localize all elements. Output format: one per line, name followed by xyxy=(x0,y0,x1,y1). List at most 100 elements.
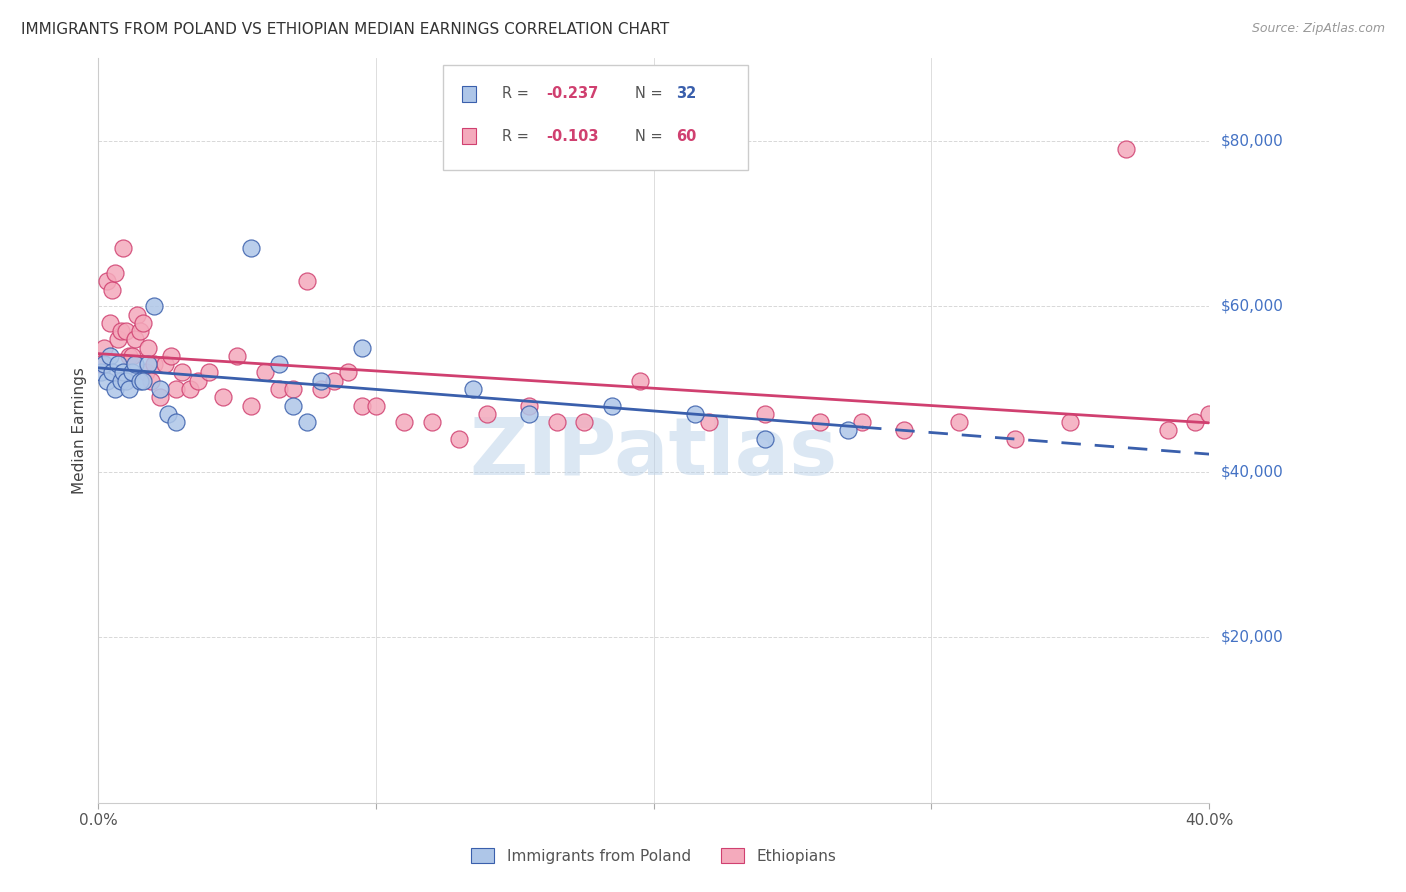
Point xyxy=(118,382,141,396)
Point xyxy=(143,299,166,313)
Point xyxy=(115,374,138,388)
Point xyxy=(475,407,499,421)
Text: IMMIGRANTS FROM POLAND VS ETHIOPIAN MEDIAN EARNINGS CORRELATION CHART: IMMIGRANTS FROM POLAND VS ETHIOPIAN MEDI… xyxy=(21,22,669,37)
Text: R =: R = xyxy=(502,128,533,144)
Point xyxy=(153,357,176,371)
Point xyxy=(392,415,415,429)
Text: Source: ZipAtlas.com: Source: ZipAtlas.com xyxy=(1251,22,1385,36)
Point xyxy=(132,316,155,330)
Point xyxy=(1115,142,1137,156)
Point xyxy=(165,415,187,429)
Text: $80,000: $80,000 xyxy=(1220,133,1284,148)
Point xyxy=(352,399,374,413)
Point xyxy=(449,432,471,446)
Point xyxy=(628,374,651,388)
Point xyxy=(101,366,124,380)
Point xyxy=(212,390,235,404)
Point xyxy=(107,332,129,346)
Point xyxy=(281,382,304,396)
Point xyxy=(138,341,160,355)
Point xyxy=(323,374,346,388)
Point xyxy=(93,341,115,355)
Point xyxy=(267,382,290,396)
Text: $20,000: $20,000 xyxy=(1220,630,1284,645)
Point xyxy=(96,374,118,388)
Point xyxy=(98,349,121,363)
Point xyxy=(110,374,132,388)
Point xyxy=(1004,432,1026,446)
Point xyxy=(1198,407,1220,421)
Point xyxy=(124,332,146,346)
Point xyxy=(148,382,170,396)
Point xyxy=(517,399,540,413)
Text: ZIPatlas: ZIPatlas xyxy=(470,414,838,491)
Point xyxy=(138,357,160,371)
Point xyxy=(309,382,332,396)
Point xyxy=(226,349,249,363)
Point xyxy=(132,374,155,388)
Point xyxy=(159,349,181,363)
Point xyxy=(115,324,138,338)
Point xyxy=(170,366,193,380)
Point xyxy=(893,423,915,437)
Point xyxy=(699,415,721,429)
Point xyxy=(366,399,388,413)
Point xyxy=(240,241,263,255)
Point xyxy=(135,366,157,380)
Point xyxy=(101,283,124,297)
Point xyxy=(93,357,115,371)
Point xyxy=(1184,415,1206,429)
Point xyxy=(754,432,776,446)
Point xyxy=(851,415,873,429)
Point xyxy=(187,374,209,388)
Text: 60: 60 xyxy=(676,128,696,144)
Bar xyxy=(461,86,477,102)
Point xyxy=(295,274,318,288)
Point xyxy=(337,366,360,380)
Point xyxy=(352,341,374,355)
Point xyxy=(121,349,143,363)
Point xyxy=(141,374,163,388)
Point xyxy=(463,382,485,396)
Point xyxy=(810,415,832,429)
Text: N =: N = xyxy=(636,87,668,101)
Point xyxy=(546,415,568,429)
Text: -0.237: -0.237 xyxy=(546,87,599,101)
Point xyxy=(685,407,707,421)
Legend: Immigrants from Poland, Ethiopians: Immigrants from Poland, Ethiopians xyxy=(465,841,842,870)
Point xyxy=(600,399,623,413)
Point xyxy=(148,390,170,404)
Point xyxy=(90,366,112,380)
Text: N =: N = xyxy=(636,128,668,144)
FancyBboxPatch shape xyxy=(443,65,748,169)
Point xyxy=(1059,415,1081,429)
Text: $60,000: $60,000 xyxy=(1220,299,1284,314)
Point xyxy=(112,366,135,380)
Point xyxy=(121,366,143,380)
Point xyxy=(143,357,166,371)
Point xyxy=(107,357,129,371)
Text: $40,000: $40,000 xyxy=(1220,464,1284,479)
Point xyxy=(281,399,304,413)
Point xyxy=(156,407,179,421)
Point xyxy=(124,357,146,371)
Point xyxy=(127,308,149,322)
Point xyxy=(112,241,135,255)
Point xyxy=(1156,423,1178,437)
Point xyxy=(309,374,332,388)
Point xyxy=(90,357,112,371)
Point xyxy=(179,382,201,396)
Point xyxy=(98,316,121,330)
Point xyxy=(754,407,776,421)
Point xyxy=(129,324,152,338)
Point xyxy=(104,382,127,396)
Point xyxy=(118,349,141,363)
Point xyxy=(837,423,859,437)
Point xyxy=(240,399,263,413)
Point xyxy=(110,324,132,338)
Point xyxy=(129,374,152,388)
Point xyxy=(165,382,187,396)
Point xyxy=(295,415,318,429)
Point xyxy=(948,415,970,429)
Point xyxy=(96,274,118,288)
